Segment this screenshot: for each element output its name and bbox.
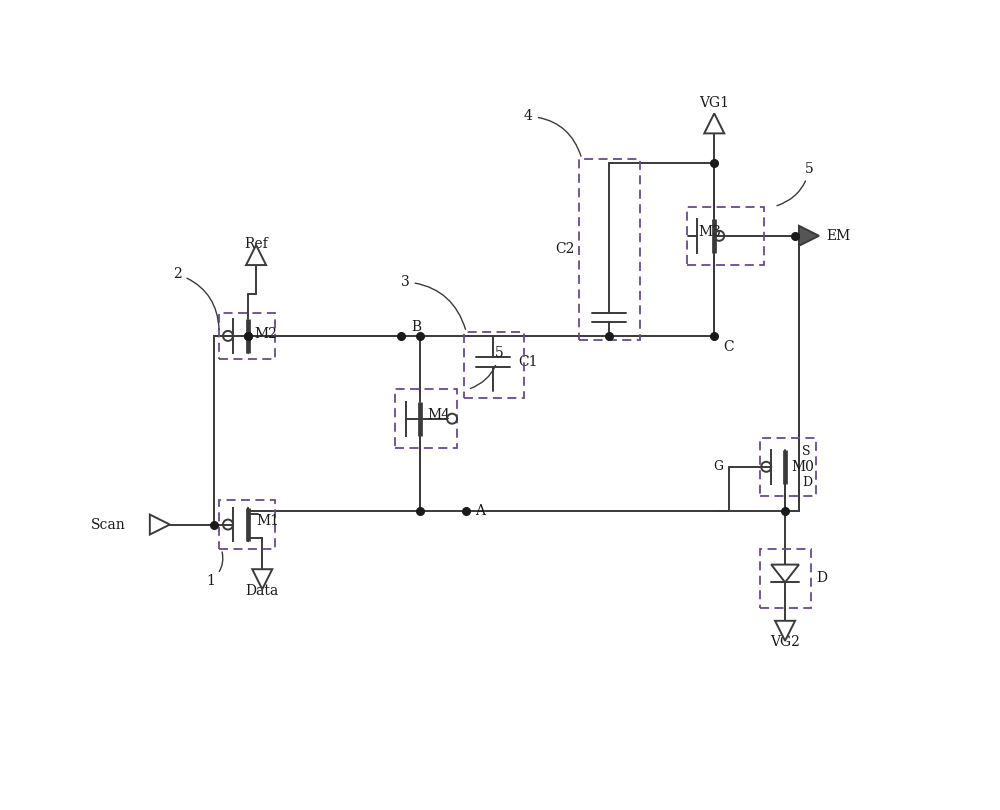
Text: Scan: Scan [90, 518, 125, 531]
Polygon shape [799, 226, 819, 245]
Bar [395, 390, 457, 448]
Polygon shape [771, 565, 799, 582]
Bar [760, 437, 816, 496]
Bar [760, 549, 811, 608]
Text: 1: 1 [206, 552, 223, 587]
Text: M4: M4 [428, 407, 451, 422]
Polygon shape [246, 245, 266, 265]
Text: M3: M3 [699, 225, 722, 239]
Text: C2: C2 [555, 242, 575, 256]
Text: A: A [476, 504, 486, 518]
Polygon shape [252, 569, 272, 589]
Bar [464, 332, 524, 398]
Polygon shape [775, 620, 795, 641]
Bar [219, 500, 275, 549]
Text: Data: Data [246, 584, 279, 598]
Text: 5: 5 [777, 162, 814, 206]
Text: G: G [713, 460, 723, 473]
Polygon shape [704, 113, 724, 134]
Text: M0: M0 [791, 460, 814, 474]
Text: D: D [802, 475, 812, 488]
Bar [219, 313, 275, 359]
Text: C1: C1 [518, 355, 537, 369]
Bar [579, 159, 640, 339]
Text: B: B [412, 320, 422, 334]
Text: VG1: VG1 [699, 96, 729, 109]
Text: M1: M1 [256, 514, 279, 527]
Bar [687, 207, 764, 265]
Text: 2: 2 [173, 267, 219, 330]
Text: 4: 4 [524, 109, 581, 156]
Text: C: C [723, 340, 734, 355]
Text: D: D [816, 571, 827, 586]
Polygon shape [150, 514, 170, 535]
Text: VG2: VG2 [770, 634, 800, 649]
Text: S: S [802, 445, 811, 458]
Text: Ref: Ref [244, 237, 268, 250]
Text: 5: 5 [470, 346, 504, 389]
Text: M2: M2 [255, 327, 277, 341]
Text: EM: EM [826, 228, 850, 243]
Text: 3: 3 [401, 275, 466, 330]
